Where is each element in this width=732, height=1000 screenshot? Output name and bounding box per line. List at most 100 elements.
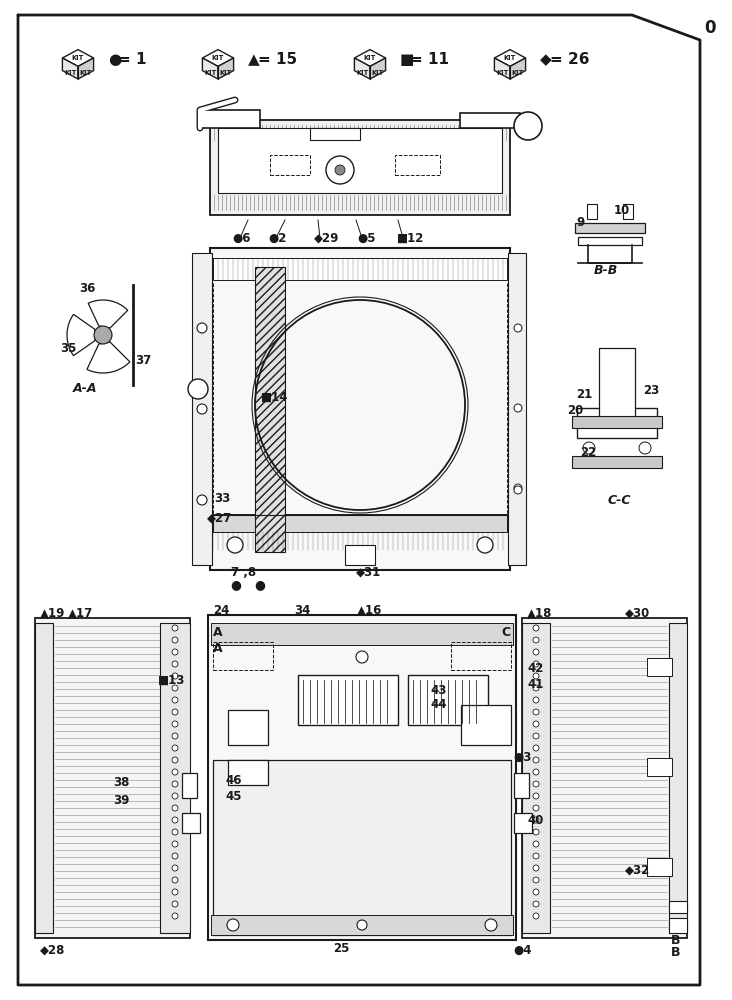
Text: 37: 37 xyxy=(135,354,152,366)
Text: 23: 23 xyxy=(643,383,660,396)
Circle shape xyxy=(514,484,522,492)
Circle shape xyxy=(533,829,539,835)
Text: 0: 0 xyxy=(704,19,716,37)
Text: ◆30: ◆30 xyxy=(625,606,650,619)
Text: ◆27: ◆27 xyxy=(207,512,232,524)
Circle shape xyxy=(172,745,178,751)
Text: ◆32: ◆32 xyxy=(625,863,650,876)
Text: 38: 38 xyxy=(113,776,130,790)
Circle shape xyxy=(514,404,522,412)
Bar xyxy=(35,623,53,933)
Polygon shape xyxy=(62,50,94,66)
Text: ●6: ●6 xyxy=(232,232,250,244)
Bar xyxy=(182,813,200,833)
Bar xyxy=(514,773,529,798)
Circle shape xyxy=(172,721,178,727)
Text: 24: 24 xyxy=(213,603,229,616)
Circle shape xyxy=(533,757,539,763)
Text: 22: 22 xyxy=(580,446,597,458)
Circle shape xyxy=(172,913,178,919)
Circle shape xyxy=(533,877,539,883)
Circle shape xyxy=(197,404,207,414)
Bar xyxy=(298,675,398,725)
Bar xyxy=(575,223,645,233)
Bar xyxy=(669,918,687,933)
Circle shape xyxy=(172,625,178,631)
Bar xyxy=(647,658,672,676)
Bar xyxy=(211,915,513,935)
Bar xyxy=(213,258,507,280)
Text: C: C xyxy=(501,626,510,639)
Circle shape xyxy=(172,793,178,799)
Bar xyxy=(228,710,268,745)
Polygon shape xyxy=(67,314,95,356)
Bar xyxy=(208,615,516,940)
Circle shape xyxy=(172,685,178,691)
Text: 45: 45 xyxy=(225,790,242,804)
Text: 42: 42 xyxy=(527,662,543,674)
Circle shape xyxy=(533,661,539,667)
Text: ◆29: ◆29 xyxy=(314,232,340,244)
Text: ■: ■ xyxy=(400,52,414,68)
Circle shape xyxy=(533,649,539,655)
Bar xyxy=(577,408,657,438)
Text: KIT: KIT xyxy=(80,70,92,76)
Circle shape xyxy=(188,379,208,399)
Bar xyxy=(461,705,511,745)
Circle shape xyxy=(533,637,539,643)
Circle shape xyxy=(326,156,354,184)
Bar xyxy=(578,237,642,245)
Circle shape xyxy=(533,697,539,703)
Polygon shape xyxy=(494,50,526,66)
Bar xyxy=(213,514,507,532)
Circle shape xyxy=(533,781,539,787)
Bar xyxy=(310,128,360,140)
Text: = 15: = 15 xyxy=(258,52,297,68)
Text: A: A xyxy=(213,626,223,639)
Circle shape xyxy=(533,793,539,799)
Text: = 11: = 11 xyxy=(410,52,449,68)
Bar xyxy=(669,623,687,933)
Circle shape xyxy=(533,889,539,895)
Circle shape xyxy=(639,442,651,454)
Circle shape xyxy=(172,649,178,655)
Circle shape xyxy=(172,805,178,811)
Text: ▲18: ▲18 xyxy=(527,606,553,619)
Bar xyxy=(345,545,375,565)
Polygon shape xyxy=(354,50,386,66)
Bar xyxy=(35,618,190,938)
Text: 21: 21 xyxy=(576,387,592,400)
Text: B: B xyxy=(671,934,681,946)
Text: ◆28: ◆28 xyxy=(40,944,65,956)
Polygon shape xyxy=(510,58,526,79)
Text: ■14: ■14 xyxy=(261,390,288,403)
Polygon shape xyxy=(370,58,386,79)
Text: A: A xyxy=(213,642,223,654)
Bar xyxy=(451,642,511,670)
Circle shape xyxy=(533,817,539,823)
Circle shape xyxy=(356,651,368,663)
Circle shape xyxy=(172,829,178,835)
Bar xyxy=(460,113,520,128)
Circle shape xyxy=(533,721,539,727)
Circle shape xyxy=(533,709,539,715)
Text: ●5: ●5 xyxy=(357,232,376,244)
Text: 7 ,8: 7 ,8 xyxy=(231,566,256,578)
Bar xyxy=(623,204,633,219)
Circle shape xyxy=(172,661,178,667)
Bar xyxy=(210,120,510,215)
Text: B-B: B-B xyxy=(594,263,618,276)
Bar xyxy=(599,348,635,418)
Circle shape xyxy=(172,757,178,763)
Text: 43: 43 xyxy=(430,684,447,696)
Bar xyxy=(228,760,268,785)
Text: KIT: KIT xyxy=(504,55,516,61)
Circle shape xyxy=(533,901,539,907)
Text: ■12: ■12 xyxy=(397,232,425,244)
Text: 20: 20 xyxy=(567,403,583,416)
Circle shape xyxy=(514,112,542,140)
Polygon shape xyxy=(89,300,128,328)
Polygon shape xyxy=(203,58,218,79)
Circle shape xyxy=(172,769,178,775)
Bar xyxy=(508,253,526,565)
